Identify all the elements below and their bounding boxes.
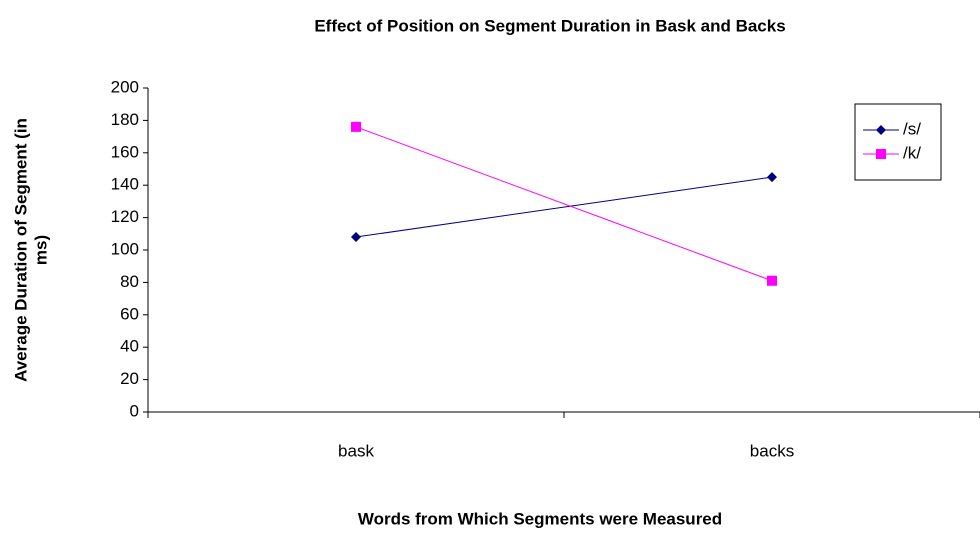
y-tick-label: 20 [120,369,139,388]
chart-title: Effect of Position on Segment Duration i… [314,16,785,35]
legend-marker [876,149,886,159]
marker [767,172,777,183]
x-tick-label: backs [750,441,794,460]
y-tick-label: 120 [111,207,139,226]
x-tick-label: bask [338,441,374,460]
marker [351,121,361,132]
y-axis-label: Average Duration of Segment (in ms) [11,118,50,382]
y-tick-label: 200 [111,77,139,96]
y-tick-label: 0 [130,401,139,420]
legend: /s/ /k/ [854,103,942,181]
series-line [355,126,773,282]
x-axis-label: Words from Which Segments were Measured [358,509,722,528]
y-tick-label: 180 [111,110,139,129]
legend-label: /k/ [903,143,921,162]
y-tick-label: 140 [111,175,139,194]
y-axis-label-line: Average Duration of Segment (in [11,118,30,382]
marker [767,275,777,286]
legend-label: /s/ [903,119,921,138]
y-tick-label: 80 [120,272,139,291]
marker [351,232,361,243]
legend-box [854,103,942,181]
y-axis-label-line: ms) [31,235,50,265]
y-tick-label: 40 [120,337,139,356]
y-tick-label: 60 [120,304,139,323]
legend-marker [876,125,886,135]
y-tick-label: 100 [111,239,139,258]
series-line [355,176,773,238]
y-tick-label: 160 [111,142,139,161]
